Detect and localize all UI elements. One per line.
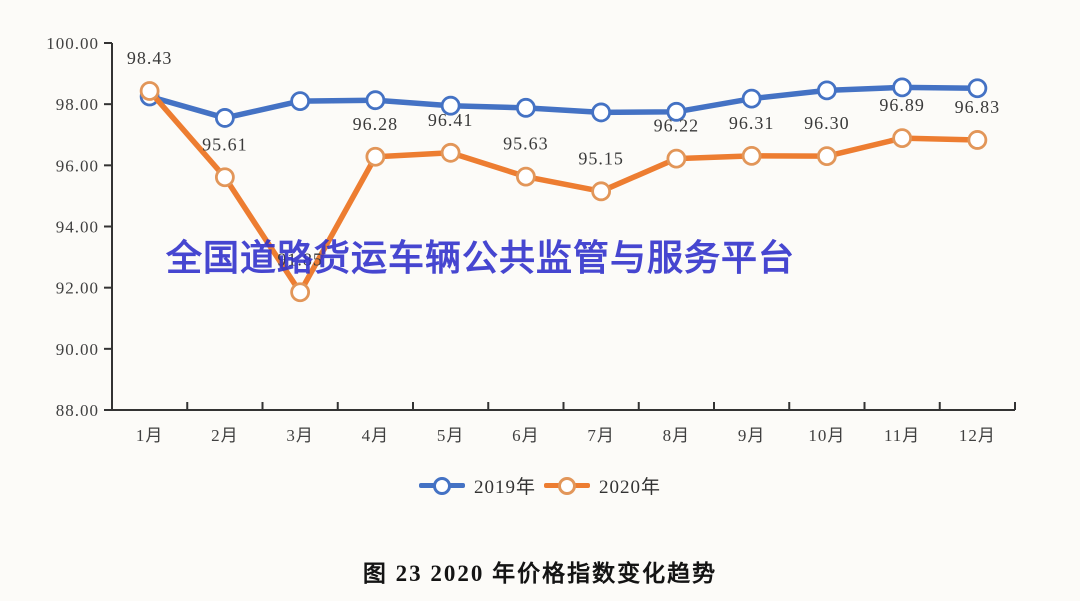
data-point-2020年-12月: [967, 130, 988, 150]
data-label-8月: 96.22: [654, 116, 700, 136]
y-tick-label: 90.00: [56, 340, 99, 359]
data-point-2020年-2月: [214, 167, 235, 188]
x-tick-label: 1月: [136, 426, 164, 445]
legend-line-marker-2019-icon: [418, 476, 465, 495]
y-tick-label: 92.00: [56, 279, 99, 298]
series-line-2020年: [146, 88, 981, 296]
data-point-2019年-7月: [591, 102, 612, 123]
data-label-11月: 96.89: [879, 95, 925, 115]
y-tick-label: 96.00: [56, 156, 99, 175]
data-point-2019年-12月: [967, 78, 988, 99]
y-tick-label: 94.00: [56, 218, 99, 237]
data-point-2019年-2月: [214, 108, 235, 128]
data-point-2020年-8月: [666, 148, 687, 169]
x-tick-label: 12月: [959, 426, 996, 445]
data-point-2019年-6月: [515, 97, 536, 118]
data-point-2019年-5月: [440, 95, 461, 116]
x-tick-label: 5月: [437, 426, 465, 445]
data-point-2020年-7月: [591, 181, 612, 202]
price-index-chart: 100.00 98.00 96.00 94.00 92.00 90.00 88.00 1月 2月…: [46, 34, 1016, 445]
x-tick-label: 7月: [587, 426, 615, 445]
data-label-7月: 95.15: [578, 148, 624, 168]
data-point-2019年-11月: [892, 77, 913, 98]
data-point-2019年-8月: [666, 101, 687, 122]
data-point-2020年-9月: [741, 145, 762, 166]
legend-line-marker-2020-icon: [544, 476, 590, 495]
y-tick-label: 88.00: [56, 401, 99, 420]
data-point-2020年-6月: [515, 166, 536, 187]
data-point-2020年-5月: [440, 142, 461, 163]
data-point-2020年-1月: [139, 81, 160, 101]
x-tick-label: 4月: [362, 426, 390, 445]
x-tick-label: 6月: [512, 426, 540, 445]
data-label-5月: 96.41: [428, 110, 474, 130]
data-label-3月: 91.85: [277, 249, 323, 269]
data-point-2020年-11月: [892, 128, 913, 149]
data-label-2月: 95.61: [202, 134, 248, 154]
x-tick-label: 11月: [884, 426, 920, 445]
data-label-9月: 96.31: [729, 113, 775, 133]
x-tick-label: 2月: [211, 426, 239, 445]
data-point-2020年-4月: [365, 146, 386, 167]
data-label-12月: 96.83: [955, 97, 1001, 117]
data-label-1月: 98.43: [127, 48, 173, 68]
x-tick-label: 9月: [738, 426, 766, 445]
data-point-2019年-10月: [816, 80, 837, 101]
data-point-2020年-3月: [290, 282, 311, 303]
data-label-10月: 96.30: [804, 113, 850, 133]
x-tick-label: 10月: [808, 426, 845, 445]
y-tick-label: 100.00: [46, 34, 99, 53]
data-point-2020年-10月: [816, 146, 837, 167]
data-label-4月: 96.28: [353, 114, 399, 134]
data-point-2019年-3月: [290, 91, 311, 112]
chart-legend: 2019年 2020年: [0, 472, 1080, 499]
legend-label-2020: 2020年: [599, 477, 662, 498]
series-line-2019年: [146, 84, 981, 121]
figure-caption: 图 23 2020 年价格指数变化趋势: [362, 561, 718, 586]
data-point-2019年-4月: [365, 90, 386, 111]
legend-circle-2020-icon: [558, 476, 576, 495]
legend-label-2019: 2019年: [473, 477, 536, 498]
x-tick-label: 3月: [286, 426, 314, 445]
x-tick-label: 8月: [663, 426, 691, 445]
legend-item-2020: 2020年: [544, 472, 661, 499]
legend-circle-2019-icon: [432, 476, 451, 495]
y-tick-label: 98.00: [56, 95, 99, 114]
legend-item-2019: 2019年: [418, 472, 536, 499]
data-point-2019年-9月: [741, 88, 762, 109]
data-label-6月: 95.63: [503, 134, 549, 154]
